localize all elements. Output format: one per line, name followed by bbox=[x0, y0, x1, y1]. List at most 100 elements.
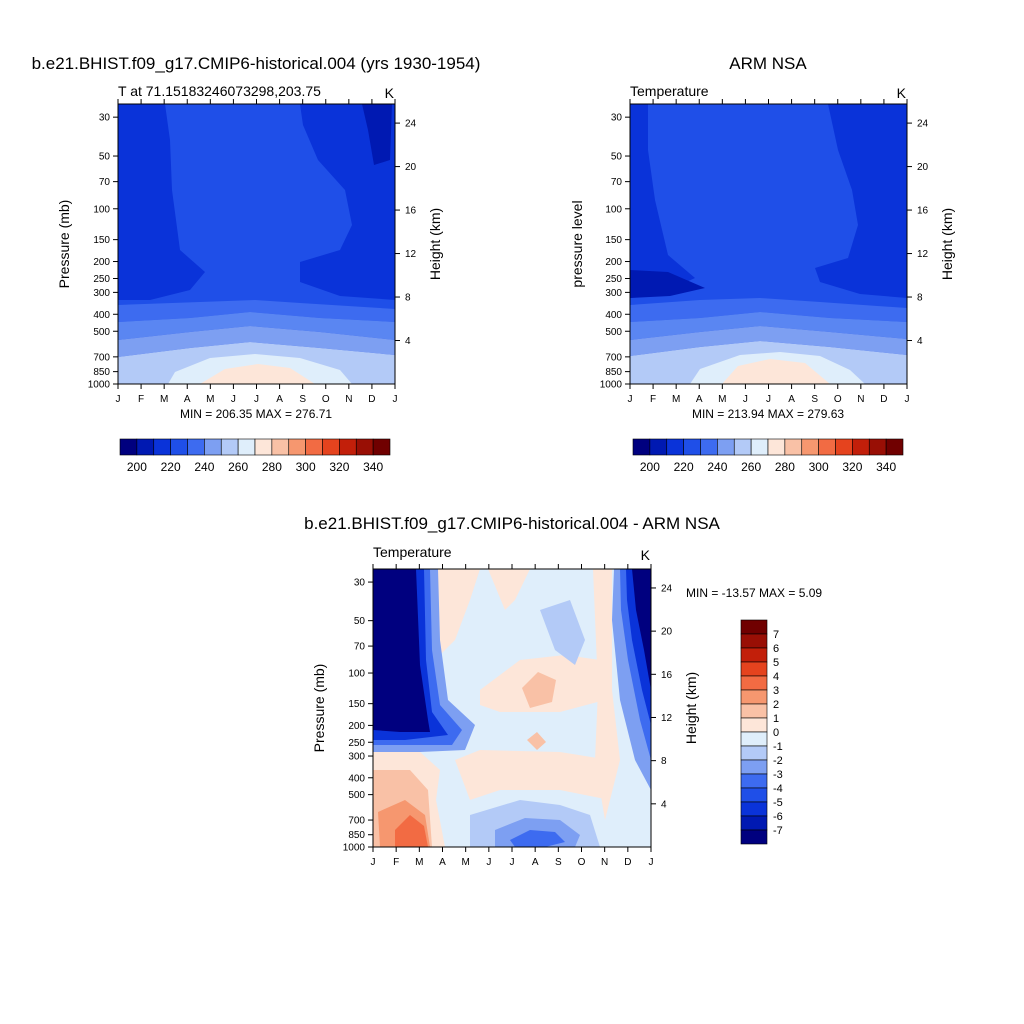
panel-model-units: K bbox=[385, 85, 395, 101]
contour-fill-diff-warm-mid2 bbox=[522, 672, 556, 708]
month-tick-label: J bbox=[486, 857, 491, 868]
month-tick-label: N bbox=[601, 857, 608, 868]
month-tick-label: M bbox=[160, 394, 168, 405]
colorbar-label: 260 bbox=[228, 460, 248, 474]
colorbar-swatch bbox=[187, 438, 205, 456]
panel-diff-subtitle: Temperature bbox=[373, 544, 452, 560]
panel-model-ylabel-left: Pressure (mb) bbox=[56, 200, 72, 289]
colorbar-swatch bbox=[740, 675, 768, 691]
colorbar-swatch bbox=[322, 438, 340, 456]
contour-fill-diff-warm-left4 bbox=[395, 815, 428, 847]
colorbar-label: 1 bbox=[773, 713, 779, 725]
colorbar-swatch bbox=[885, 438, 904, 456]
plot-area-model bbox=[117, 103, 396, 385]
colorbar-swatch bbox=[355, 438, 374, 456]
colorbar-swatch bbox=[733, 438, 752, 456]
contour-fill-diff-cold-left-4 bbox=[373, 569, 430, 732]
colorbar-swatch bbox=[784, 438, 803, 456]
contour-fill-200-dark bbox=[630, 270, 705, 298]
colorbar-diff: 7 6 5 4 3 2 1 0 -1 -2 -3 -4 -5 -6 -7 bbox=[740, 619, 783, 845]
month-tick-label: J bbox=[766, 394, 771, 405]
axis-pressure-left: 30 50 70 100 150 200 250 300 400 500 700 850 1000 bbox=[88, 113, 118, 391]
pressure-tick-label: 1000 bbox=[343, 843, 366, 854]
contour-fill-diff-warm-small bbox=[527, 732, 546, 750]
contour-fill-190-210 bbox=[118, 104, 205, 300]
month-tick-label: F bbox=[393, 857, 399, 868]
plot-area-obs bbox=[629, 103, 908, 385]
colorbar-swatch bbox=[271, 438, 290, 456]
height-tick-label: 24 bbox=[917, 119, 929, 130]
colorbar-label: -1 bbox=[773, 741, 783, 753]
month-tick-label: J bbox=[510, 857, 515, 868]
colorbar-label: 280 bbox=[262, 460, 282, 474]
pressure-tick-label: 400 bbox=[605, 310, 622, 321]
month-tick-label: J bbox=[254, 394, 259, 405]
colorbar-label: -5 bbox=[773, 797, 783, 809]
colorbar-label: -3 bbox=[773, 769, 783, 781]
colorbar-label: 300 bbox=[809, 460, 829, 474]
height-tick-label: 8 bbox=[917, 293, 923, 304]
contour-fill-band-275 bbox=[200, 364, 315, 384]
month-tick-label: A bbox=[696, 394, 703, 405]
colorbar-swatch bbox=[683, 438, 701, 456]
pressure-tick-label: 70 bbox=[99, 177, 111, 188]
panel-model-title: b.e21.BHIST.f09_g17.CMIP6-historical.004… bbox=[32, 54, 481, 73]
pressure-tick-label: 700 bbox=[93, 352, 110, 363]
height-tick-label: 20 bbox=[405, 162, 417, 173]
colorbar-swatch bbox=[220, 438, 239, 456]
month-tick-label: J bbox=[743, 394, 748, 405]
pressure-tick-label: 150 bbox=[348, 699, 365, 710]
pressure-tick-label: 700 bbox=[348, 816, 365, 827]
colorbar-label: 200 bbox=[640, 460, 660, 474]
height-tick-label: 4 bbox=[917, 336, 923, 347]
colorbar-swatch bbox=[801, 438, 819, 456]
pressure-tick-label: 500 bbox=[348, 790, 365, 801]
axis-pressure-left: 30 50 70 100 150 200 250 300 400 500 700 850 1000 bbox=[343, 578, 373, 854]
colorbar-swatch bbox=[852, 438, 870, 456]
pressure-tick-label: 300 bbox=[348, 752, 365, 763]
month-tick-label: S bbox=[555, 857, 562, 868]
contour-fill-190-210 bbox=[630, 104, 695, 298]
month-tick-label: M bbox=[206, 394, 214, 405]
height-tick-label: 16 bbox=[405, 206, 417, 217]
month-tick-label: S bbox=[811, 394, 818, 405]
month-tick-label: A bbox=[788, 394, 795, 405]
colorbar-swatch bbox=[740, 773, 768, 789]
panel-diff-minmax: MIN = -13.57 MAX = 5.09 bbox=[686, 586, 822, 600]
height-tick-label: 12 bbox=[661, 713, 673, 724]
pressure-tick-label: 200 bbox=[93, 257, 110, 268]
month-tick-label: M bbox=[461, 857, 469, 868]
height-tick-label: 24 bbox=[405, 119, 417, 130]
month-tick-label: S bbox=[299, 394, 306, 405]
panel-model-minmax: MIN = 206.35 MAX = 276.71 bbox=[180, 407, 332, 421]
pressure-tick-label: 30 bbox=[611, 113, 623, 124]
colorbar-swatch bbox=[153, 438, 171, 456]
contour-fill-diff-warm-low bbox=[455, 750, 610, 800]
colorbar-label: 340 bbox=[363, 460, 383, 474]
pressure-tick-label: 850 bbox=[93, 367, 110, 378]
month-tick-label: J bbox=[905, 394, 910, 405]
colorbar-label: 3 bbox=[773, 685, 779, 697]
panel-diff: b.e21.BHIST.f09_g17.CMIP6-historical.004… bbox=[304, 514, 822, 868]
contour-fill-band-260 bbox=[118, 326, 395, 357]
colorbar-swatch bbox=[740, 731, 768, 747]
month-tick-label: J bbox=[116, 394, 121, 405]
colorbar-swatch bbox=[170, 438, 188, 456]
colorbar-label: 300 bbox=[296, 460, 316, 474]
pressure-tick-label: 150 bbox=[93, 235, 110, 246]
month-tick-label: O bbox=[322, 394, 330, 405]
colorbar-label: -2 bbox=[773, 755, 783, 767]
contour-fill-190-200 bbox=[362, 104, 392, 165]
height-tick-label: 20 bbox=[917, 162, 929, 173]
colorbar-label: -4 bbox=[773, 783, 783, 795]
panel-obs-ylabel-left: pressure level bbox=[569, 200, 585, 287]
pressure-tick-label: 850 bbox=[605, 367, 622, 378]
plot-area-diff bbox=[372, 568, 652, 848]
month-tick-label: F bbox=[138, 394, 144, 405]
panel-diff-title: b.e21.BHIST.f09_g17.CMIP6-historical.004… bbox=[304, 514, 720, 533]
colorbar-label: 200 bbox=[127, 460, 147, 474]
colorbar-swatch bbox=[835, 438, 853, 456]
month-tick-label: J bbox=[393, 394, 398, 405]
